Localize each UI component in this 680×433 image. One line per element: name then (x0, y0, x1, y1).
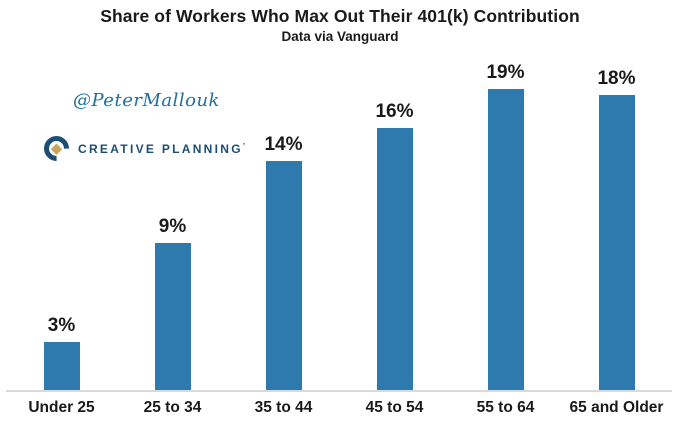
bar-value-label: 14% (264, 133, 303, 155)
plot-area: 3% 9% 14% 16% 19% 18% (6, 62, 672, 391)
bar-group: 9% (117, 62, 228, 391)
bar-group: 3% (6, 62, 117, 391)
chart-title: Share of Workers Who Max Out Their 401(k… (100, 6, 580, 26)
creative-planning-logo-text: CREATIVE PLANNING’ (78, 142, 245, 156)
category-label: Under 25 (28, 399, 95, 416)
category-label: 45 to 54 (365, 399, 424, 416)
category-label: 55 to 64 (476, 399, 535, 416)
bar-group: 14% (228, 62, 339, 391)
logo-wordmark: CREATIVE PLANNING (78, 141, 243, 156)
category-label: 65 and Older (569, 399, 664, 416)
bar-value-label: 9% (158, 215, 187, 237)
category-label: 35 to 44 (254, 399, 313, 416)
bar-value-label: 3% (47, 314, 76, 336)
bar (376, 127, 413, 391)
bar (43, 341, 80, 391)
bar-group: 18% (561, 62, 672, 391)
creative-planning-logo: CREATIVE PLANNING’ (38, 130, 245, 167)
bar (154, 242, 191, 391)
twitter-handle: @PeterMallouk (73, 90, 220, 111)
bar-value-label: 16% (375, 100, 414, 122)
bar-group: 16% (339, 62, 450, 391)
bar-value-label: 19% (486, 62, 525, 83)
bar (265, 160, 302, 391)
chart-subtitle: Data via Vanguard (281, 29, 399, 44)
category-label: 25 to 34 (143, 399, 202, 416)
bar-value-label: 18% (597, 67, 636, 89)
bar (598, 94, 635, 391)
bar (487, 89, 524, 391)
bar-group: 19% (450, 62, 561, 391)
trademark-mark: ’ (242, 141, 246, 151)
x-axis-line (6, 390, 672, 392)
x-axis-labels: Under 25 25 to 34 35 to 44 45 to 54 55 to 64… (6, 399, 672, 417)
